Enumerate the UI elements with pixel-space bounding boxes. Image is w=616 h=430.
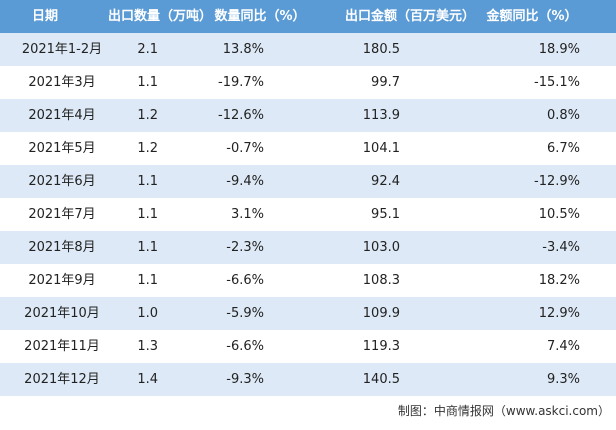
table-cell: 113.9 [362,108,400,123]
table-row: 2021年3月 1.1 -19.7% 99.7 -15.1% [0,66,616,99]
header-cell: 数量同比（%） [214,9,306,24]
table-cell: 2021年1-2月 [21,42,103,57]
table-cell: -9.4% [226,174,264,189]
table-cell: 2021年4月 [28,108,96,123]
table-cell: 13.8% [222,42,264,57]
table-cell: 108.3 [362,273,400,288]
table-cell: 12.9% [538,306,580,321]
table-cell: 104.1 [362,141,400,156]
table-cell: -2.3% [226,240,264,255]
table-row: 2021年10月 1.0 -5.9% 109.9 12.9% [0,297,616,330]
table-cell: 2021年9月 [28,273,96,288]
table-cell: 1.2 [137,141,158,156]
table-cell: -9.3% [226,372,264,387]
table-cell: 119.3 [362,339,400,354]
table-cell: 1.4 [137,372,158,387]
table-cell: -15.1% [534,75,580,90]
table-cell: 2.1 [137,42,158,57]
table-cell: 1.1 [137,75,158,90]
table-row: 2021年1-2月 2.1 13.8% 180.5 18.9% [0,33,616,66]
table-cell: 1.0 [137,306,158,321]
table-cell: 1.1 [137,240,158,255]
header-cell: 出口金额（百万美元） [344,9,475,24]
table-cell: -3.4% [542,240,580,255]
header-row: 日期 出口数量（万吨） 数量同比（%） 出口金额（百万美元） 金额同比（%） [0,0,616,33]
table-cell: -12.9% [534,174,580,189]
table-cell: 10.5% [538,207,580,222]
table-row: 2021年5月 1.2 -0.7% 104.1 6.7% [0,132,616,165]
header-cell: 出口数量（万吨） [107,9,212,24]
table-cell: 0.8% [546,108,580,123]
table-cell: -0.7% [226,141,264,156]
table-cell: 2021年5月 [28,141,96,156]
table-cell: -6.6% [226,273,264,288]
table-row: 2021年8月 1.1 -2.3% 103.0 -3.4% [0,231,616,264]
table-cell: 1.1 [137,174,158,189]
table-cell: 103.0 [362,240,400,255]
table-cell: 2021年11月 [24,339,100,354]
table-cell: 109.9 [362,306,400,321]
table-cell: 1.1 [137,273,158,288]
table-cell: 9.3% [546,372,580,387]
table-cell: 2021年10月 [24,306,100,321]
table-row: 2021年7月 1.1 3.1% 95.1 10.5% [0,198,616,231]
table-cell: 92.4 [371,174,400,189]
table-cell: 2021年12月 [24,372,100,387]
table-cell: 140.5 [362,372,400,387]
table-cell: 2021年7月 [28,207,96,222]
table-cell: 1.2 [137,108,158,123]
table-cell: 3.1% [230,207,264,222]
table-cell: -19.7% [218,75,264,90]
table-row: 2021年9月 1.1 -6.6% 108.3 18.2% [0,264,616,297]
table-cell: 95.1 [371,207,400,222]
table-cell: -6.6% [226,339,264,354]
header-cell: 日期 [31,9,58,24]
table-cell: 2021年8月 [28,240,96,255]
table-cell: 2021年6月 [28,174,96,189]
table-cell: 18.2% [538,273,580,288]
table-cell: 7.4% [546,339,580,354]
table-cell: -5.9% [226,306,264,321]
source-note: 制图：中商情报网（www.askci.com） [397,404,610,418]
table-cell: 180.5 [362,42,400,57]
table-cell: -12.6% [218,108,264,123]
header-cell: 金额同比（%） [486,9,578,24]
table-row: 2021年12月 1.4 -9.3% 140.5 9.3% [0,363,616,396]
table-cell: 6.7% [546,141,580,156]
table-cell: 1.3 [137,339,158,354]
table-row: 2021年4月 1.2 -12.6% 113.9 0.8% [0,99,616,132]
table-cell: 18.9% [538,42,580,57]
table-row: 2021年11月 1.3 -6.6% 119.3 7.4% [0,330,616,363]
table-cell: 99.7 [371,75,400,90]
table-row: 2021年6月 1.1 -9.4% 92.4 -12.9% [0,165,616,198]
table-cell: 1.1 [137,207,158,222]
table-cell: 2021年3月 [28,75,96,90]
